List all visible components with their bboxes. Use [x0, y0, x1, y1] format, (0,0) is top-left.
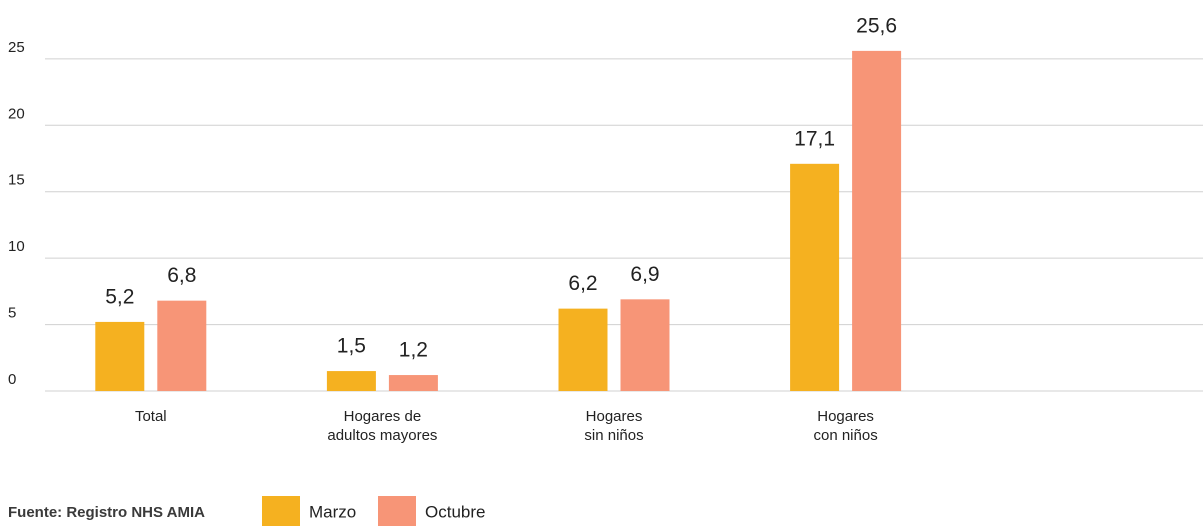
y-tick-label: 10	[8, 238, 25, 255]
bar	[388, 375, 438, 391]
bar	[790, 163, 840, 391]
x-tick-line: adultos mayores	[327, 427, 437, 444]
value-label: 6,9	[630, 263, 659, 286]
bar	[558, 308, 608, 391]
y-tick-label: 25	[8, 39, 25, 56]
value-label: 1,2	[399, 339, 428, 362]
source-note: Fuente: Registro NHS AMIA	[8, 504, 205, 521]
x-tick-line: Total	[135, 408, 167, 425]
value-label: 6,8	[167, 264, 196, 287]
bar	[326, 371, 376, 391]
x-tick-line: Hogares	[817, 408, 874, 425]
x-tick-label: Hogares sin niños	[584, 408, 643, 444]
bar	[620, 299, 670, 391]
x-tick-line: Hogares	[586, 408, 643, 425]
y-tick-label: 5	[8, 305, 16, 322]
bar	[852, 50, 902, 392]
legend-swatch	[262, 496, 300, 526]
value-label: 6,2	[568, 272, 597, 295]
value-label: 25,6	[856, 14, 897, 37]
bar	[95, 321, 145, 391]
x-tick-line: Hogares de	[344, 408, 422, 425]
legend-label: Octubre	[425, 502, 485, 521]
x-tick-line: con niños	[813, 427, 877, 444]
bar	[157, 300, 207, 391]
value-label: 1,5	[337, 335, 366, 358]
value-label: 17,1	[794, 127, 835, 150]
y-tick-label: 20	[8, 105, 25, 122]
y-tick-label: 0	[8, 371, 16, 388]
value-label: 5,2	[105, 285, 134, 308]
x-tick-label: Total	[135, 408, 167, 425]
x-tick-label: Hogares con niños	[813, 408, 877, 444]
y-tick-label: 15	[8, 172, 25, 189]
x-tick-line: sin niños	[584, 427, 643, 444]
legend-label: Marzo	[309, 502, 356, 521]
x-tick-label: Hogares de adultos mayores	[327, 408, 437, 444]
legend-swatch	[378, 496, 416, 526]
